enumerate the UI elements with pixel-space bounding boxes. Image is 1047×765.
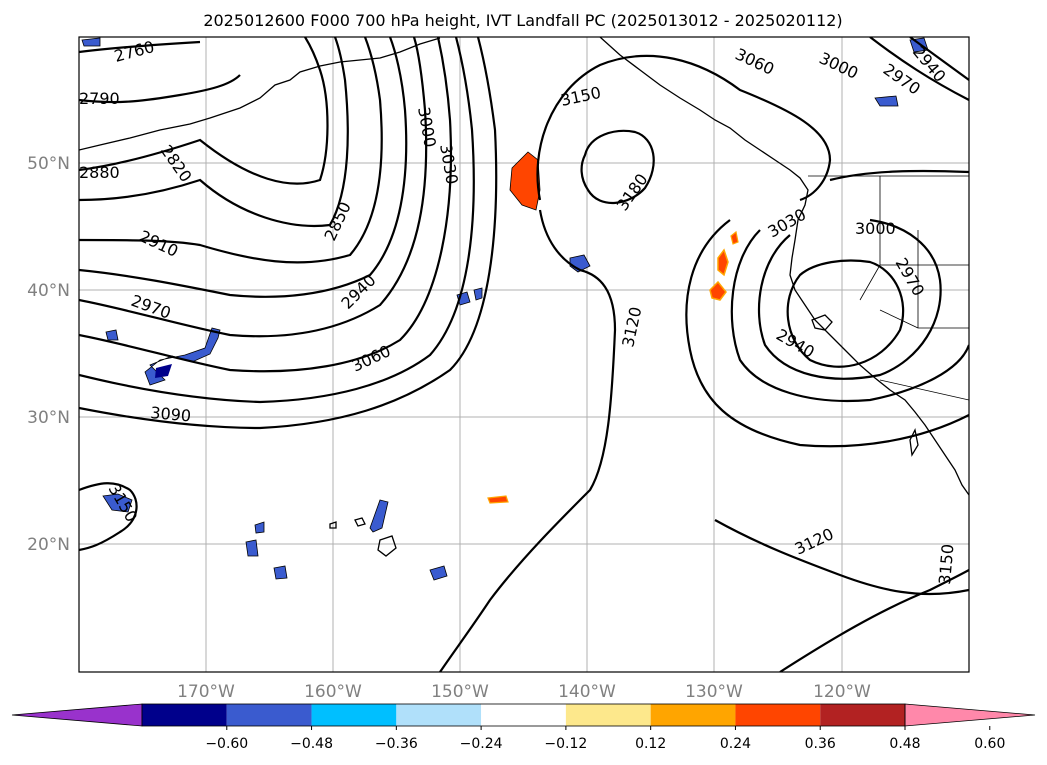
colorbar-segment: [311, 704, 397, 726]
ivt-patch-negative: [429, 565, 448, 581]
contour-label: 3000: [855, 219, 896, 238]
coastline-baja: [909, 428, 919, 457]
contour-line: [79, 37, 329, 185]
contour-line: [79, 482, 138, 552]
contour-line: [869, 37, 969, 101]
colorbar-segment: [226, 704, 312, 726]
lat-label: 50°N: [27, 154, 70, 174]
colorbar-tick-label: 0.12: [635, 736, 666, 752]
state-border-lines: [808, 175, 969, 401]
map-panel: 2760 2790 2820 2880 2910 2970 3090 3150 …: [78, 36, 970, 673]
lon-label: 130°W: [685, 682, 743, 702]
contour-label: 3150: [935, 543, 957, 585]
colorbar-tick-label: 0.60: [974, 736, 1005, 752]
ivt-patch-negative: [81, 37, 101, 47]
ivt-patch-positive: [730, 230, 739, 245]
lat-label: 30°N: [27, 408, 70, 428]
contour-line: [580, 129, 655, 205]
ivt-shading: [81, 37, 929, 581]
contour-line: [79, 37, 408, 298]
ivt-patch-negative: [369, 499, 389, 533]
colorbar-extend-min: [11, 703, 143, 727]
map-title: 2025012600 F000 700 hPa height, IVT Land…: [203, 11, 842, 30]
colorbar-segment: [142, 704, 227, 726]
state-borders: [808, 175, 969, 401]
lon-label: 170°W: [177, 682, 235, 702]
coastline-hawaii: [329, 517, 397, 557]
ivt-patch-negative: [273, 565, 288, 580]
contour-line: [786, 259, 905, 368]
lake-feature: [811, 314, 833, 331]
contour-line: [757, 218, 942, 380]
colorbar-tick-label: −0.48: [290, 736, 333, 752]
map-frame: [78, 36, 970, 673]
lon-label: 150°W: [431, 682, 489, 702]
colorbar-segment: [735, 704, 821, 726]
colorbar-frame: [141, 703, 906, 727]
lat-label: 20°N: [27, 535, 70, 555]
colorbar-segment: [565, 704, 651, 726]
contour-line: [536, 54, 832, 202]
ivt-patch-positive: [717, 248, 729, 277]
ivt-patch-negative: [102, 493, 133, 513]
ivt-patch-negative: [254, 521, 265, 534]
contour-line: [79, 37, 383, 264]
coastlines: [79, 37, 969, 557]
lon-label: 160°W: [304, 682, 362, 702]
contour-line: [79, 37, 453, 373]
lon-axis-labels: 170°W 160°W 150°W 140°W 130°W 120°W: [177, 682, 871, 702]
colorbar-tick-label: −0.60: [205, 736, 248, 752]
lat-label: 40°N: [27, 281, 70, 301]
coastline-aleutians: [79, 37, 441, 151]
colorbar-extend-max: [904, 703, 1036, 727]
map-background: [79, 37, 969, 672]
contour-line: [79, 74, 241, 104]
colorbar-segment: [481, 704, 566, 726]
contour-line: [714, 519, 969, 596]
contour-label: 3090: [150, 403, 192, 425]
contour-line: [829, 169, 969, 182]
colorbar-segment: [650, 704, 736, 726]
lat-axis-labels: 50°N 40°N 30°N 20°N: [27, 154, 70, 555]
contour-line: [79, 37, 475, 404]
contour-line: [79, 40, 201, 54]
contour-line: [730, 229, 969, 403]
ivt-patch-positive: [709, 280, 727, 301]
colorbar-tick-label: 0.48: [889, 736, 920, 752]
ivt-patch-negative: [155, 364, 172, 378]
contour-line: [779, 569, 969, 672]
colorbar-tick-label: 0.36: [805, 736, 836, 752]
contour-line: [79, 37, 349, 227]
contour-line: [909, 37, 969, 81]
colorbar-tick-label: 0.24: [720, 736, 751, 752]
ivt-patch-positive: [487, 495, 509, 504]
contour-line: [79, 37, 498, 430]
ivt-patch-negative: [105, 329, 119, 341]
ivt-patch-negative: [245, 539, 259, 557]
colorbar-tick-label: −0.24: [460, 736, 503, 752]
contour-label: 2790: [79, 89, 120, 108]
contour-line: [79, 37, 428, 338]
contour-line: [439, 209, 617, 672]
colorbar: −0.60 −0.48 −0.36 −0.24 −0.12 0.12 0.24 0.36 0.4…: [11, 703, 1036, 752]
lon-label: 140°W: [558, 682, 616, 702]
ivt-patch-positive: [509, 151, 541, 211]
colorbar-tick-label: −0.36: [375, 736, 418, 752]
colorbar-tick-label: −0.12: [544, 736, 587, 752]
ivt-patch-negative: [144, 327, 221, 386]
ivt-patch-negative: [874, 95, 899, 107]
contour-label: 2880: [79, 163, 120, 182]
colorbar-segment: [396, 704, 482, 726]
contour-line: [685, 219, 969, 448]
ivt-patch-negative: [473, 287, 483, 301]
height-contours: [79, 37, 969, 672]
lon-label: 120°W: [813, 682, 871, 702]
colorbar-segment: [820, 704, 905, 726]
coastline-north-america: [599, 37, 969, 496]
